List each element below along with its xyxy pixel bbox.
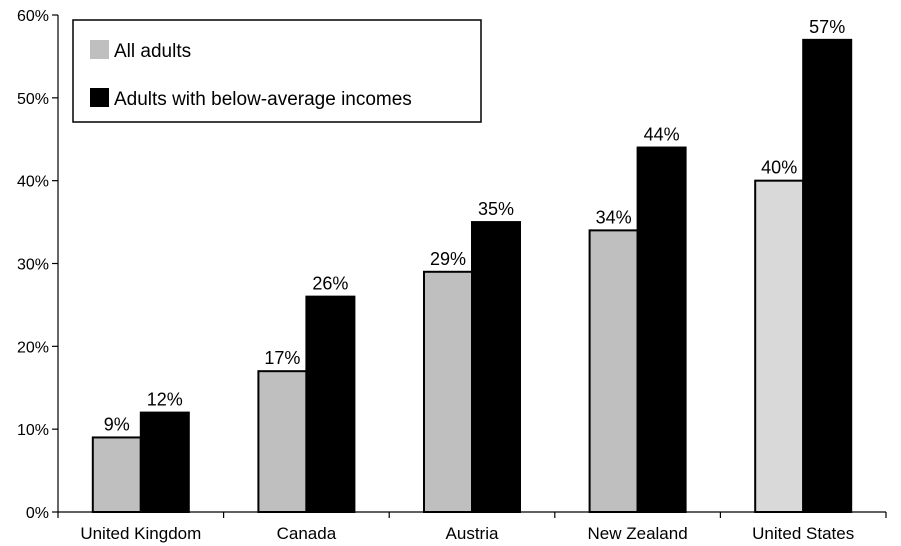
y-tick-label-10: 10% (17, 422, 49, 439)
legend: All adults Adults with below-average inc… (72, 19, 482, 123)
x-tick-label-canada: Canada (277, 524, 337, 543)
bar-new-zealand-adults-with-below-average-incomes (636, 146, 687, 514)
data-label-united-kingdom-adults-with-below-average-incomes: 12% (147, 390, 183, 410)
y-tick-label-20: 20% (17, 339, 49, 356)
legend-label-all-adults: All adults (114, 41, 191, 62)
data-label-canada-adults-with-below-average-incomes: 26% (312, 274, 348, 294)
data-label-new-zealand-adults-with-below-average-incomes: 44% (644, 125, 680, 145)
bar-united-states-all-adults (754, 179, 805, 514)
bar-austria-adults-with-below-average-incomes (471, 221, 521, 513)
y-tick-label-40: 40% (17, 174, 49, 191)
data-labels: 9% 12% 17% 26% 29% 35% 34% 44% 40% 57% (104, 17, 845, 435)
data-label-united-states-all-adults: 40% (761, 158, 797, 178)
data-label-united-kingdom-all-adults: 9% (104, 414, 130, 434)
y-tick-label-50: 50% (17, 91, 49, 108)
legend-box (72, 19, 482, 123)
y-tick-label-30: 30% (17, 257, 49, 274)
bar-new-zealand-all-adults (588, 229, 639, 513)
y-tick-label-60: 60% (17, 8, 49, 25)
y-tick-label-0: 0% (26, 505, 49, 522)
bar-canada-all-adults (257, 370, 308, 513)
data-label-new-zealand-all-adults: 34% (596, 207, 632, 227)
legend-label-below-average: Adults with below-average incomes (114, 89, 412, 110)
bar-united-states-adults-with-below-average-incomes (802, 38, 853, 513)
legend-swatch-all-adults (90, 40, 109, 59)
bar-united-kingdom-adults-with-below-average-incomes (139, 411, 190, 514)
bar-canada-adults-with-below-average-incomes (305, 295, 356, 513)
data-label-united-states-adults-with-below-average-incomes: 57% (809, 17, 845, 37)
data-label-canada-all-adults: 17% (264, 348, 300, 368)
bar-united-kingdom-all-adults (91, 436, 142, 514)
data-label-austria-adults-with-below-average-incomes: 35% (478, 199, 514, 219)
x-tick-label-new-zealand: New Zealand (588, 524, 688, 543)
data-label-austria-all-adults: 29% (430, 249, 466, 269)
x-tick-label-austria: Austria (446, 524, 499, 543)
bar-austria-all-adults (423, 270, 473, 513)
x-tick-label-united-kingdom: United Kingdom (80, 524, 201, 543)
axes: 0% 10% 20% 30% 40% 50% 60% United Kingdom Canada… (17, 8, 887, 543)
x-tick-label-united-states: United States (752, 524, 854, 543)
legend-swatch-below-average (90, 88, 109, 107)
bars (91, 38, 853, 514)
